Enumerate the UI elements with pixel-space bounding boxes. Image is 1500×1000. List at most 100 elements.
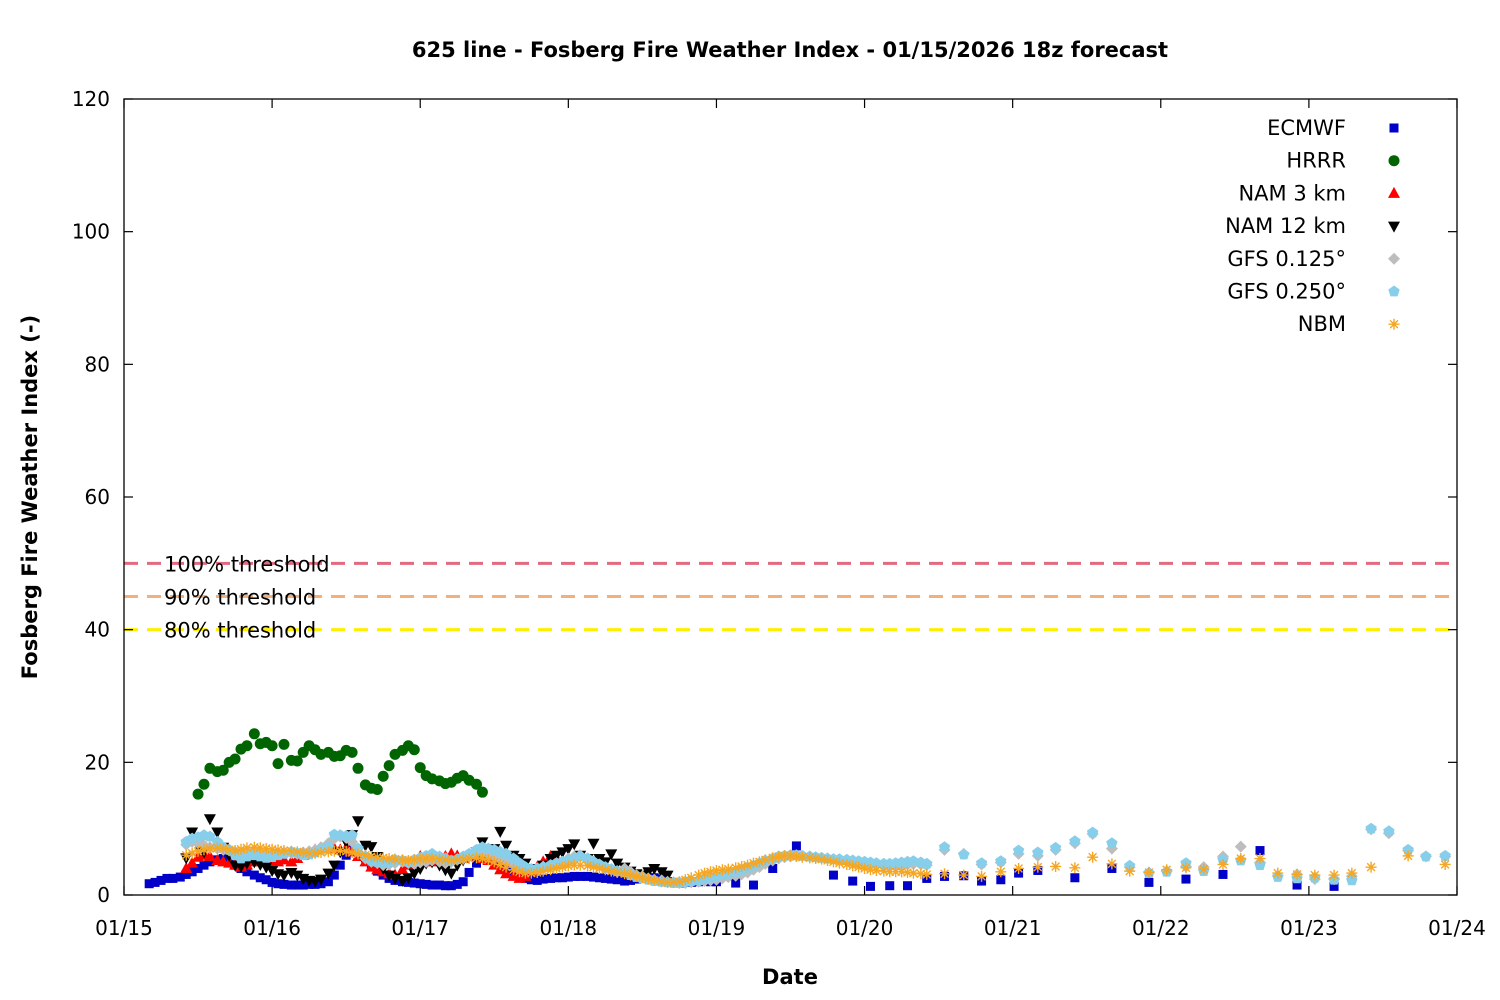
data-point bbox=[525, 867, 537, 879]
data-point bbox=[574, 859, 586, 871]
data-point bbox=[463, 853, 475, 865]
data-point bbox=[642, 873, 654, 885]
data-point bbox=[1124, 865, 1136, 877]
data-point bbox=[804, 852, 816, 864]
data-point bbox=[705, 866, 717, 878]
data-point bbox=[186, 856, 199, 868]
data-point bbox=[748, 880, 758, 890]
data-point bbox=[248, 728, 260, 740]
data-point bbox=[309, 847, 321, 859]
data-point bbox=[606, 874, 616, 884]
data-point bbox=[1070, 873, 1080, 883]
threshold-label: 80% threshold bbox=[164, 619, 316, 643]
data-point bbox=[488, 856, 500, 868]
data-point bbox=[938, 841, 951, 853]
legend-label: GFS 0.125° bbox=[1227, 247, 1346, 271]
data-point bbox=[192, 788, 204, 800]
data-point bbox=[204, 830, 216, 842]
data-point bbox=[292, 880, 302, 890]
data-point bbox=[464, 867, 474, 877]
data-point bbox=[204, 843, 216, 855]
chart-title: 625 line - Fosberg Fire Weather Index - … bbox=[412, 38, 1168, 62]
y-axis-label: Fosberg Fire Weather Index (-) bbox=[18, 315, 42, 679]
data-point bbox=[427, 880, 437, 890]
data-point bbox=[186, 847, 198, 859]
data-point bbox=[482, 854, 494, 866]
data-point bbox=[322, 868, 335, 880]
legend-marker bbox=[1388, 186, 1400, 198]
data-point bbox=[446, 881, 456, 891]
data-point bbox=[334, 845, 346, 857]
y-tick-label: 0 bbox=[97, 883, 110, 907]
data-point bbox=[445, 855, 457, 867]
legend-marker bbox=[1388, 285, 1400, 297]
threshold-lines: 100% threshold 90% threshold 80% threshold bbox=[124, 552, 1457, 643]
data-point bbox=[229, 753, 241, 765]
data-point bbox=[440, 881, 450, 891]
data-point bbox=[156, 875, 166, 885]
data-point bbox=[180, 849, 192, 861]
data-point bbox=[619, 868, 631, 880]
data-point bbox=[519, 867, 531, 879]
data-point bbox=[1032, 846, 1044, 858]
data-point bbox=[995, 866, 1007, 878]
data-point bbox=[217, 843, 229, 855]
data-point bbox=[822, 855, 834, 867]
data-point bbox=[508, 864, 520, 876]
data-point bbox=[768, 863, 778, 873]
data-point bbox=[261, 875, 271, 885]
data-point bbox=[532, 875, 542, 885]
data-point bbox=[662, 876, 674, 888]
data-point bbox=[266, 843, 278, 855]
data-point bbox=[277, 870, 290, 882]
data-point bbox=[878, 865, 890, 877]
data-point bbox=[685, 872, 697, 884]
legend-label: NAM 3 km bbox=[1238, 181, 1346, 205]
x-tick-label: 01/20 bbox=[836, 916, 894, 940]
data-point bbox=[402, 855, 414, 867]
data-point bbox=[513, 866, 525, 878]
axis-ticks: 0 20 40 60 80 100 120 01/15 01/16 01/17 01/18 01/19… bbox=[72, 87, 1486, 940]
data-point bbox=[396, 863, 409, 875]
data-point bbox=[198, 778, 210, 790]
legend-marker bbox=[1388, 221, 1400, 233]
data-point bbox=[241, 740, 253, 752]
data-point bbox=[285, 855, 298, 867]
data-point bbox=[1106, 858, 1118, 870]
data-point bbox=[267, 877, 277, 887]
data-point bbox=[285, 845, 297, 857]
data-point bbox=[538, 874, 548, 884]
data-point bbox=[847, 860, 859, 872]
data-point bbox=[315, 847, 327, 859]
data-point bbox=[335, 860, 345, 870]
data-point bbox=[605, 849, 618, 861]
data-point bbox=[865, 881, 875, 891]
data-point bbox=[710, 864, 722, 876]
data-point bbox=[975, 857, 988, 868]
data-point bbox=[753, 856, 765, 868]
data-point bbox=[958, 869, 970, 881]
data-point bbox=[445, 868, 458, 880]
data-point bbox=[1309, 869, 1321, 881]
data-point bbox=[767, 852, 779, 864]
y-tick-label: 100 bbox=[72, 220, 110, 244]
data-point bbox=[408, 854, 420, 866]
data-point bbox=[958, 848, 970, 860]
data-point bbox=[569, 871, 579, 881]
data-point bbox=[452, 879, 462, 889]
data-point bbox=[563, 872, 573, 882]
x-tick-label: 01/21 bbox=[984, 916, 1042, 940]
data-point bbox=[248, 841, 260, 853]
data-point bbox=[1181, 874, 1191, 884]
data-point bbox=[494, 858, 506, 870]
legend-marker bbox=[1388, 155, 1400, 167]
data-point bbox=[199, 860, 209, 870]
data-point bbox=[272, 844, 284, 856]
data-point bbox=[328, 860, 341, 872]
data-point bbox=[526, 875, 536, 885]
x-tick-label: 01/23 bbox=[1280, 916, 1338, 940]
threshold-label: 90% threshold bbox=[164, 586, 316, 610]
data-point bbox=[414, 853, 426, 865]
data-point bbox=[828, 870, 838, 880]
